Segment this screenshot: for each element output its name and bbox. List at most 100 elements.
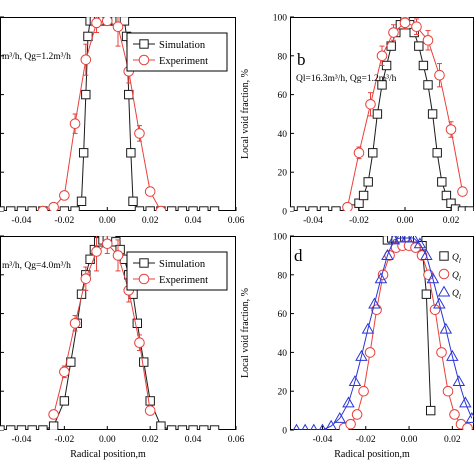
data-point bbox=[464, 206, 474, 211]
data-point bbox=[156, 421, 166, 430]
data-point bbox=[66, 357, 76, 367]
panel-letter: d bbox=[294, 246, 303, 265]
data-point bbox=[112, 250, 124, 261]
data-point bbox=[433, 297, 446, 309]
data-point bbox=[422, 34, 434, 46]
data-point bbox=[27, 206, 37, 211]
data-point bbox=[439, 322, 453, 334]
legend-marker bbox=[437, 285, 451, 297]
data-point bbox=[16, 206, 27, 211]
data-point bbox=[429, 304, 441, 316]
data-point bbox=[76, 196, 87, 207]
x-tick-label: -0.04 bbox=[12, 216, 32, 226]
y-axis-label: Local void fraction, % bbox=[240, 69, 251, 159]
series-line bbox=[296, 237, 473, 430]
data-point bbox=[59, 190, 70, 201]
series-triangle bbox=[292, 236, 474, 430]
x-tick-label: 0.02 bbox=[443, 216, 460, 226]
legend-label: Experiment bbox=[159, 275, 208, 286]
data-point bbox=[457, 206, 468, 211]
data-point bbox=[101, 238, 113, 250]
x-axis-label: Radical position,m bbox=[334, 449, 410, 460]
data-point bbox=[348, 375, 362, 387]
series-circle bbox=[338, 240, 473, 430]
data-point bbox=[372, 109, 383, 119]
data-point bbox=[199, 206, 209, 211]
x-tick-label: 0.06 bbox=[228, 216, 245, 226]
series-layer bbox=[290, 17, 474, 211]
data-point bbox=[364, 347, 376, 358]
condition-annotation: Ql=16.3m³/h, Qg=1.2m³/h bbox=[296, 74, 397, 84]
x-tick-label: -0.02 bbox=[356, 435, 376, 445]
y-tick-label: 0 bbox=[282, 427, 287, 437]
data-point bbox=[381, 248, 394, 260]
data-point bbox=[111, 237, 121, 247]
data-point bbox=[446, 349, 459, 361]
data-point bbox=[69, 118, 81, 129]
data-point bbox=[452, 375, 466, 387]
data-point bbox=[166, 425, 177, 430]
series-square bbox=[382, 236, 436, 416]
data-point bbox=[413, 237, 427, 249]
data-point bbox=[361, 322, 375, 334]
condition-annotation: m³/h, Qg=1.2m³/h bbox=[2, 52, 71, 62]
y-tick-label: 60 bbox=[278, 310, 288, 320]
series-line bbox=[53, 243, 151, 415]
data-point bbox=[376, 50, 388, 62]
data-point bbox=[345, 418, 356, 430]
x-axis-label: Radical position,m bbox=[70, 449, 146, 460]
data-point bbox=[459, 396, 472, 408]
legend: Simulation Experiment bbox=[126, 32, 228, 72]
data-point bbox=[318, 423, 327, 430]
panel-letter: b bbox=[297, 50, 306, 69]
data-point bbox=[353, 147, 365, 159]
series-line bbox=[387, 237, 432, 411]
x-tick-label: -0.02 bbox=[54, 216, 74, 226]
data-point bbox=[132, 318, 143, 329]
data-point bbox=[124, 89, 134, 100]
data-point bbox=[426, 405, 436, 416]
data-point bbox=[27, 425, 37, 430]
data-point bbox=[426, 272, 440, 284]
data-point bbox=[374, 272, 388, 284]
y-tick-label: 40 bbox=[278, 349, 288, 359]
data-point bbox=[436, 347, 447, 358]
y-tick-label: 100 bbox=[273, 233, 288, 243]
data-point bbox=[59, 366, 70, 378]
data-point bbox=[377, 80, 387, 90]
data-point bbox=[70, 206, 80, 211]
data-point bbox=[6, 206, 16, 211]
data-point bbox=[83, 31, 93, 42]
data-point bbox=[331, 206, 341, 211]
y-tick-label: 20 bbox=[278, 388, 288, 398]
data-point bbox=[38, 425, 48, 430]
data-point bbox=[342, 201, 353, 211]
data-point bbox=[296, 206, 307, 211]
y-tick-label: 20 bbox=[278, 169, 288, 179]
x-tick-label: -0.04 bbox=[313, 435, 333, 445]
data-point bbox=[358, 190, 369, 201]
data-point bbox=[388, 27, 399, 38]
data-point bbox=[78, 148, 89, 158]
data-point bbox=[16, 425, 27, 430]
data-point bbox=[48, 421, 59, 430]
data-point bbox=[112, 21, 124, 33]
series-layer bbox=[0, 17, 220, 211]
legend-marker bbox=[438, 268, 450, 280]
data-point bbox=[145, 396, 155, 406]
data-point bbox=[209, 425, 220, 430]
data-point bbox=[48, 409, 59, 420]
data-point bbox=[292, 423, 301, 430]
data-point bbox=[445, 124, 457, 135]
panel-b: -0.04 -0.02 0.00 0.02 0 20 40 60 80 100 Local void… bbox=[240, 14, 474, 226]
data-point bbox=[434, 69, 445, 81]
legend-label: Simulation bbox=[159, 259, 206, 270]
x-tick-label: 0.00 bbox=[397, 216, 414, 226]
series-circle bbox=[48, 236, 156, 420]
data-point bbox=[80, 273, 92, 284]
data-point bbox=[442, 385, 454, 397]
data-point bbox=[420, 248, 433, 260]
data-point bbox=[342, 396, 355, 408]
legend: Simulation Experiment bbox=[126, 251, 228, 291]
